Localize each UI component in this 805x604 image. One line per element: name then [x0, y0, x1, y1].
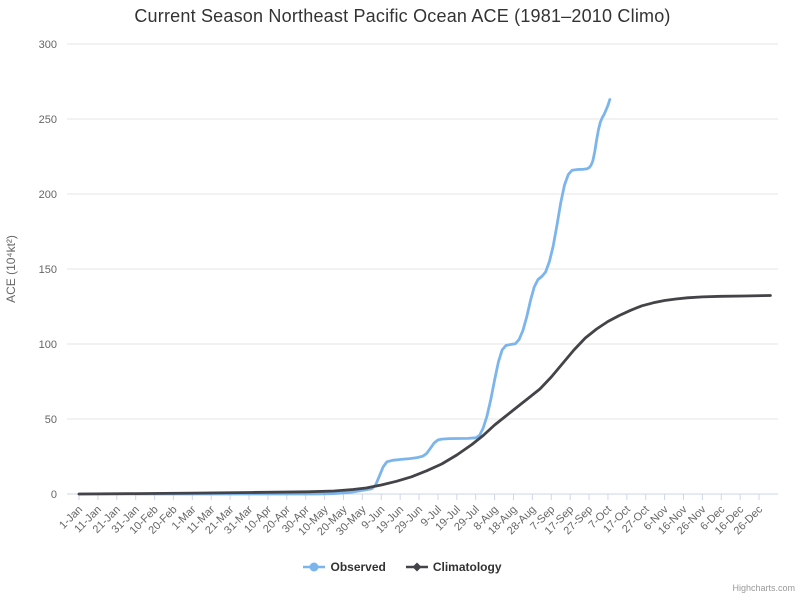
legend-item-climatology[interactable]: Climatology	[405, 560, 502, 574]
legend-label-observed: Observed	[330, 560, 386, 574]
y-axis-label: 150	[39, 264, 57, 276]
observed-series-icon	[303, 562, 326, 572]
y-axis-label: 0	[51, 489, 57, 501]
chart-title: Current Season Northeast Pacific Ocean A…	[134, 6, 671, 26]
climatology-line[interactable]	[77, 294, 772, 496]
observed-line[interactable]	[77, 98, 612, 496]
y-axis-label: 300	[39, 39, 57, 51]
highcharts-credits-link[interactable]: Highcharts.com	[732, 583, 795, 593]
y-axis-label: 50	[45, 414, 57, 426]
y-axis-title: ACE (10⁴kt²)	[4, 235, 18, 303]
legend-item-observed[interactable]: Observed	[303, 560, 386, 574]
y-axis-label: 250	[39, 114, 57, 126]
legend: Observed Climatology	[0, 560, 805, 574]
legend-label-climatology: Climatology	[432, 560, 502, 574]
y-axis-label: 200	[39, 189, 57, 201]
y-axis-label: 100	[39, 339, 57, 351]
climatology-series-icon	[405, 562, 428, 572]
